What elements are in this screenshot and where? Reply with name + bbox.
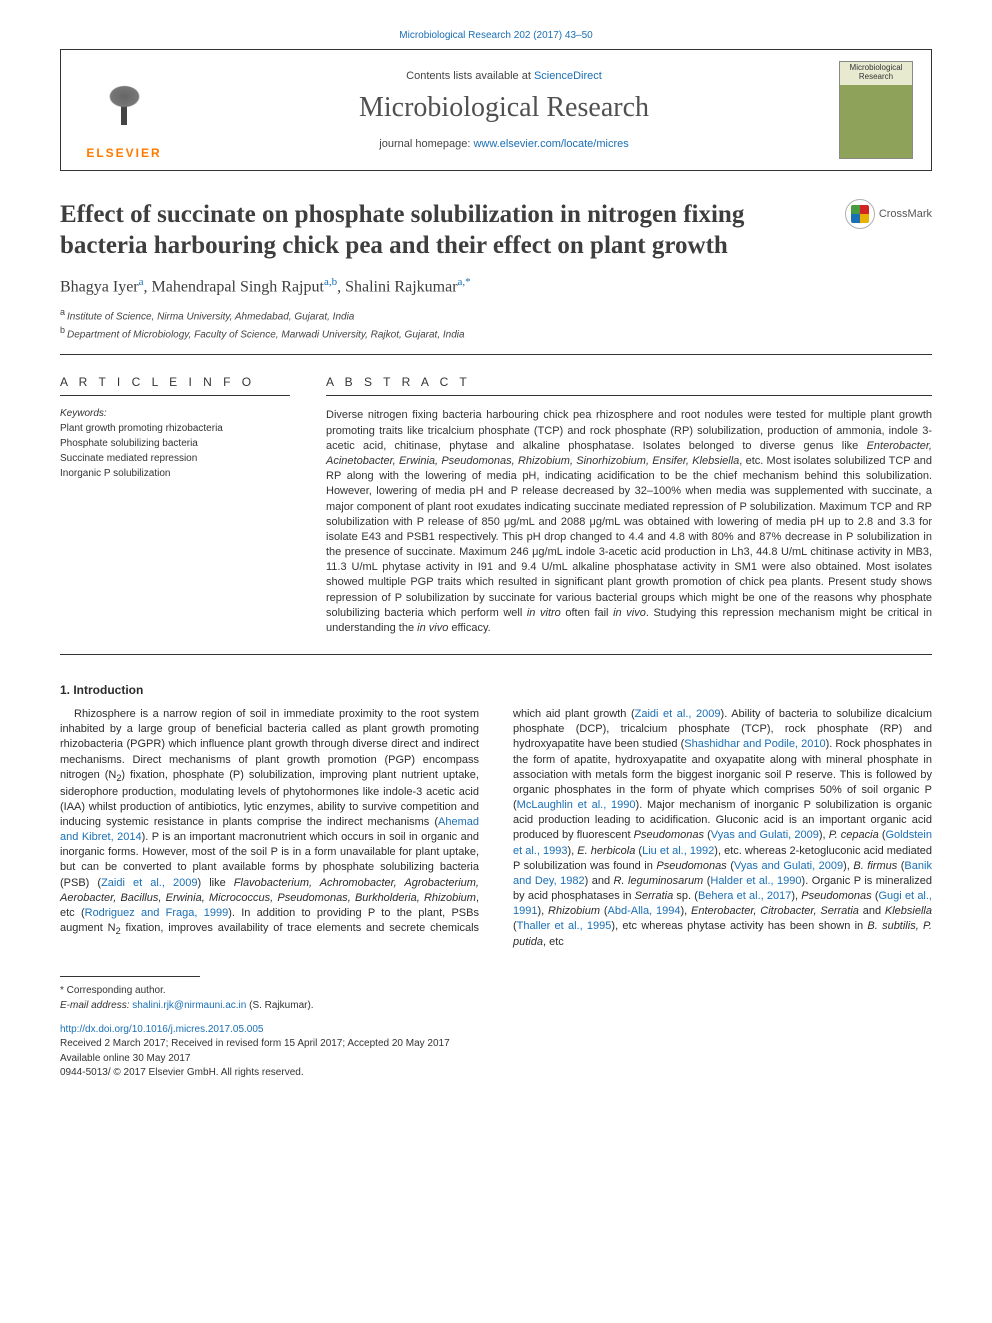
citation-link[interactable]: Liu et al., 1992 [642,845,714,857]
sciencedirect-link[interactable]: ScienceDirect [534,70,602,82]
keywords-list: Plant growth promoting rhizobacteriaPhos… [60,421,290,481]
doi-link[interactable]: http://dx.doi.org/10.1016/j.micres.2017.… [60,1023,932,1038]
citation-link[interactable]: Vyas and Gulati, 2009 [711,829,819,841]
journal-header-center: Contents lists available at ScienceDirec… [169,70,839,150]
crossmark-badge[interactable]: CrossMark [845,199,932,229]
author: Mahendrapal Singh Rajput [152,278,324,295]
citation-link[interactable]: McLaughlin et al., 1990 [517,799,636,811]
abstract-rule [326,395,932,396]
running-header: Microbiological Research 202 (2017) 43–5… [60,30,932,41]
affiliation: bDepartment of Microbiology, Faculty of … [60,324,932,342]
elsevier-tree-icon [87,72,162,142]
homepage-line: journal homepage: www.elsevier.com/locat… [169,138,839,150]
article-info-column: Keywords: Plant growth promoting rhizoba… [60,393,290,636]
contents-prefix: Contents lists available at [406,70,534,82]
abstract-column: Diverse nitrogen fixing bacteria harbour… [326,393,932,636]
citation-link[interactable]: Abd-Alla, 1994 [608,905,681,917]
citation-link[interactable]: Ahemad and Kibret, 2014 [60,816,479,843]
email-label: E-mail address: [60,1000,132,1011]
contents-line: Contents lists available at ScienceDirec… [169,70,839,82]
introduction-body: Rhizosphere is a narrow region of soil i… [60,707,932,950]
keyword: Inorganic P solubilization [60,466,290,481]
citation-link[interactable]: Rodriguez and Fraga, 1999 [85,907,229,919]
footnotes-block: * Corresponding author. E-mail address: … [60,976,932,1013]
citation-link[interactable]: Behera et al., 2017 [698,890,791,902]
info-rule [60,395,290,396]
info-abstract-body: Keywords: Plant growth promoting rhizoba… [60,393,932,636]
affiliations: aInstitute of Science, Nirma University,… [60,306,932,343]
journal-cover-thumbnail: Microbiological Research [839,61,913,159]
author: Shalini Rajkumar [345,278,457,295]
author-affil-sup: a [139,276,144,288]
email-suffix: (S. Rajkumar). [246,1000,313,1011]
keyword: Plant growth promoting rhizobacteria [60,421,290,436]
corresponding-email-link[interactable]: shalini.rjk@nirmauni.ac.in [132,1000,246,1011]
keyword: Phosphate solubilizing bacteria [60,436,290,451]
citation-link[interactable]: Halder et al., 1990 [710,875,801,887]
keywords-label: Keywords: [60,408,290,419]
author-list: Bhagya Iyera, Mahendrapal Singh Rajputa,… [60,276,932,296]
citation-link[interactable]: Vyas and Gulati, 2009 [734,860,843,872]
cover-line2: Research [859,72,893,81]
author: Bhagya Iyer [60,278,139,295]
divider-rule [60,354,932,355]
author-affil-sup: a,* [458,276,471,288]
affiliation: aInstitute of Science, Nirma University,… [60,306,932,324]
publisher-mark-text: ELSEVIER [86,146,161,160]
divider-rule-2 [60,654,932,655]
citation-link[interactable]: Zaidi et al., 2009 [101,877,197,889]
journal-name: Microbiological Research [169,92,839,124]
corresponding-author-note: * Corresponding author. [60,983,932,998]
journal-header-box: ELSEVIER Contents lists available at Sci… [60,49,932,171]
cover-line1: Microbiological [850,63,903,72]
citation-link[interactable]: Zaidi et al., 2009 [635,708,721,720]
available-online: Available online 30 May 2017 [60,1052,932,1067]
author-affil-sup: a,b [324,276,337,288]
article-info-heading: A R T I C L E I N F O [60,375,290,389]
homepage-prefix: journal homepage: [379,138,473,150]
cover-title: Microbiological Research [840,62,912,84]
received-dates: Received 2 March 2017; Received in revis… [60,1037,932,1052]
journal-homepage-link[interactable]: www.elsevier.com/locate/micres [473,138,628,150]
email-line: E-mail address: shalini.rjk@nirmauni.ac.… [60,998,932,1013]
abstract-heading: A B S T R A C T [326,375,932,389]
introduction-paragraph: Rhizosphere is a narrow region of soil i… [60,707,932,950]
copyright-line: 0944-5013/ © 2017 Elsevier GmbH. All rig… [60,1066,932,1081]
citation-link[interactable]: Shashidhar and Podile, 2010 [684,738,825,750]
section-heading-introduction: 1. Introduction [60,683,932,697]
doi-block: http://dx.doi.org/10.1016/j.micres.2017.… [60,1023,932,1081]
info-abstract-headings: A R T I C L E I N F O A B S T R A C T [60,375,932,389]
footnote-rule [60,976,200,977]
abstract-text: Diverse nitrogen fixing bacteria harbour… [326,408,932,636]
citation-link[interactable]: Thaller et al., 1995 [517,920,612,932]
crossmark-label: CrossMark [879,208,932,220]
crossmark-icon [845,199,875,229]
keyword: Succinate mediated repression [60,451,290,466]
publisher-logo: ELSEVIER [79,60,169,160]
article-title: Effect of succinate on phosphate solubil… [60,199,932,262]
